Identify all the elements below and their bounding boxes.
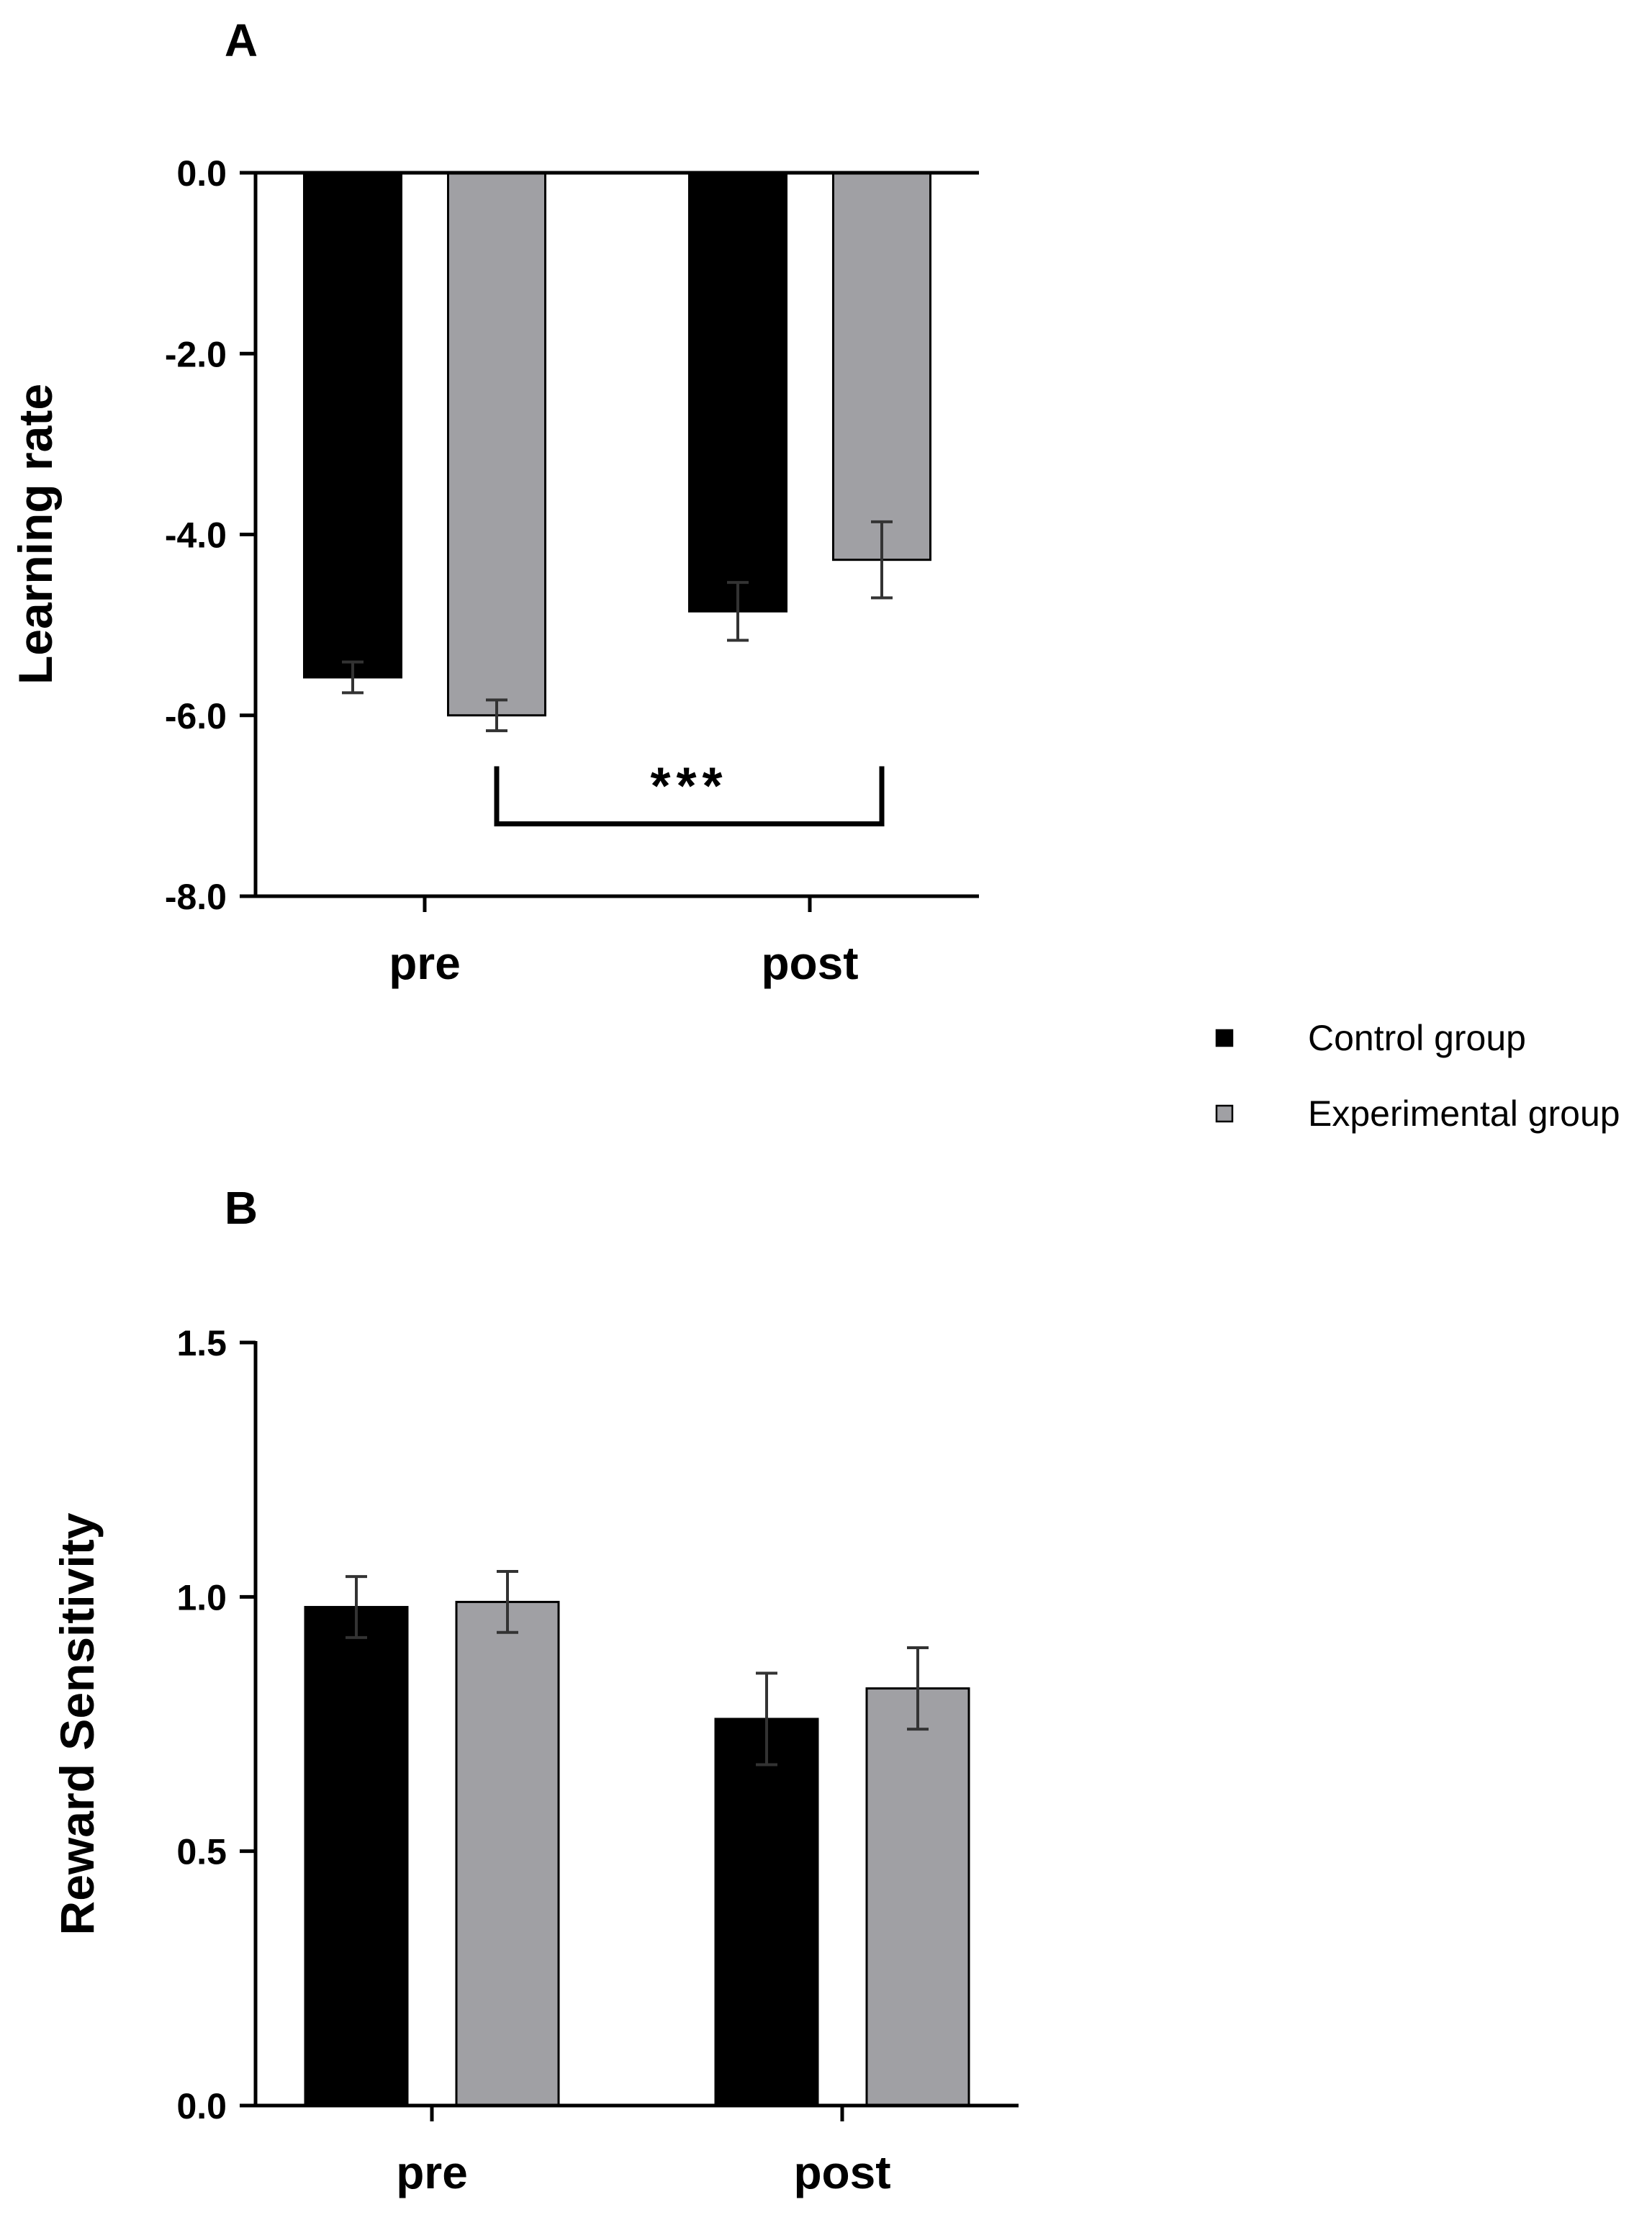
x-tick-label-post: post bbox=[761, 937, 858, 989]
panel-label: A bbox=[225, 14, 258, 66]
significance-marker: *** bbox=[650, 758, 728, 816]
x-tick-label-post: post bbox=[793, 2147, 890, 2198]
legend-swatch-0 bbox=[1215, 1029, 1234, 1047]
bar-experimental-group-post bbox=[865, 1687, 970, 2107]
bar-experimental-group-post bbox=[832, 171, 931, 561]
legend: Control group Experimental group bbox=[1215, 1018, 1620, 1134]
chart-panel-a: A Learning rate 0.0 -2.0 -4.0 -6.0 -8.0 pre post… bbox=[9, 14, 979, 989]
legend-label-0: Control group bbox=[1308, 1018, 1526, 1058]
legend-label-1: Experimental group bbox=[1308, 1093, 1620, 1134]
bar-control-group-pre bbox=[303, 171, 402, 679]
legend-swatch-1 bbox=[1215, 1104, 1234, 1123]
x-tick-label-pre: pre bbox=[389, 937, 461, 989]
y-tick-label: -4.0 bbox=[165, 515, 227, 556]
y-axis-title: Learning rate bbox=[9, 384, 62, 685]
y-tick-label: 0.0 bbox=[176, 153, 227, 194]
y-tick-label: 0.0 bbox=[176, 2086, 227, 2126]
y-axis-title: Reward Sensitivity bbox=[50, 1512, 104, 1935]
bar-control-group-post bbox=[688, 171, 787, 613]
y-tick-label: 0.5 bbox=[176, 1832, 227, 1872]
y-tick-label: 1.0 bbox=[176, 1577, 227, 1617]
significance-bracket bbox=[494, 766, 885, 826]
x-tick-label-pre: pre bbox=[396, 2147, 468, 2198]
bar-experimental-group-pre bbox=[455, 1600, 560, 2107]
chart-panel-b: B Reward Sensitivity 0.0 0.5 1.0 1.5 pre post bbox=[50, 1182, 1019, 2198]
y-tick-label: -6.0 bbox=[165, 696, 227, 736]
bar-experimental-group-pre bbox=[447, 171, 546, 717]
y-tick-label: 1.5 bbox=[176, 1323, 227, 1363]
y-tick-label: -8.0 bbox=[165, 877, 227, 917]
bar-control-group-pre bbox=[304, 1605, 409, 2107]
panel-label: B bbox=[225, 1182, 258, 1234]
bar-control-group-post bbox=[714, 1718, 819, 2107]
y-tick-label: -2.0 bbox=[165, 334, 227, 374]
